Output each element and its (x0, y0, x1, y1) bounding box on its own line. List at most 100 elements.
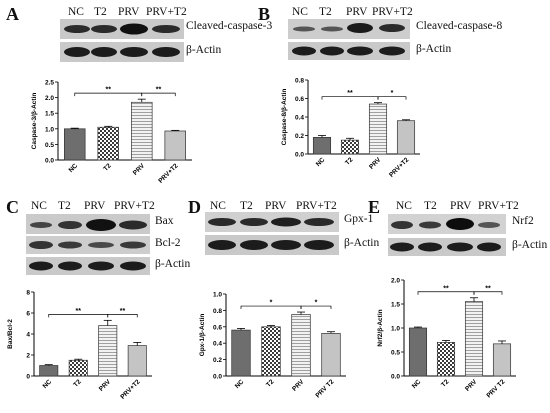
bar (396, 120, 416, 155)
y-axis-label: Caspase-8/β-Actin (281, 89, 288, 146)
bar (98, 325, 118, 377)
protein-label: Bax (155, 215, 174, 227)
protein-label: β-Actin (416, 43, 452, 55)
panel-e-letter: E (368, 197, 381, 217)
y-tick-label: 0.4 (295, 115, 304, 122)
y-tick-label: 0.2 (295, 133, 304, 140)
significance-bracket (377, 96, 407, 100)
blot-cleaved-caspase-8 (288, 19, 410, 39)
y-tick-label: 1.0 (213, 292, 222, 299)
x-tick-label: PRV (464, 378, 479, 393)
protein-label: Gpx-1 (344, 213, 374, 225)
protein-label: Cleaved-caspase-8 (416, 20, 503, 32)
bar-chart-d: 0.0 0.2 0.4 0.6 0.8 1.0 Gpx-1/β-Actin NC T2 PRV PR… (199, 292, 346, 399)
bar (492, 343, 512, 377)
protein-label: β-Actin (155, 258, 191, 270)
x-tick-label: NC (234, 378, 246, 390)
x-tick-label: NC (42, 378, 54, 390)
y-tick-label: 1.5 (391, 302, 400, 309)
significance-label: * (270, 300, 273, 307)
protein-label: Cleaved-caspase-3 (186, 20, 273, 32)
blot-nrf2 (388, 214, 506, 234)
blot-beta-actin (60, 42, 184, 62)
y-tick-label: 0 (26, 374, 30, 381)
lane-label: PRV (84, 200, 106, 212)
lane-label: T2 (424, 200, 437, 212)
y-tick-label: 0.2 (213, 357, 222, 364)
bar (291, 314, 311, 377)
blot-bcl-2 (26, 236, 150, 254)
x-tick-label: PRV T2 (485, 378, 506, 399)
protein-label: Nrf2 (512, 215, 534, 227)
bar (312, 136, 332, 155)
significance-label: ** (485, 285, 491, 292)
significance-label: ** (443, 285, 449, 292)
lane-label: PRV (118, 6, 140, 18)
significance-label: * (315, 300, 318, 307)
x-tick-label: PRV T2 (314, 378, 335, 399)
x-tick-label: T2 (440, 378, 451, 389)
lane-label: T2 (58, 200, 71, 212)
y-axis-label: Gpx-1/β-Actin (199, 314, 206, 357)
x-tick-label: PRV+T2 (119, 378, 142, 401)
lane-label: PRV (346, 6, 368, 18)
lane-label: PRV+T2 (146, 6, 187, 18)
bar (261, 326, 281, 377)
bar-chart-c: 0 2 4 6 8 Bax/Bcl-2 NC T2 PRV PRV+T2 ** ** (7, 290, 152, 401)
y-axis-label: Caspase-3/β-Actin (31, 93, 38, 150)
blot-beta-actin (388, 238, 506, 256)
significance-label: * (391, 90, 394, 97)
y-tick-label: 2 (26, 353, 30, 360)
y-axis-label: Nrf2/β-Actin (377, 309, 384, 346)
lane-label: PRV (450, 200, 472, 212)
significance-label: ** (76, 308, 82, 315)
bar-chart-a: 0.0 0.5 1.0 1.5 2.0 2.5 Caspase-3/β-Actin NC T2 P… (31, 80, 192, 185)
lane-label: PRV+T2 (478, 200, 519, 212)
x-tick-label: NC (68, 162, 80, 174)
lane-label: PRV (265, 200, 287, 212)
y-tick-label: 1.0 (45, 126, 54, 133)
x-tick-label: PRV (368, 156, 383, 171)
bar (340, 139, 360, 155)
blot-gpx-1 (205, 212, 339, 232)
blot-bax (26, 214, 150, 234)
bar (464, 301, 484, 377)
significance-label: ** (106, 87, 112, 94)
significance-label: ** (156, 87, 162, 94)
bar-chart-b: 0.0 0.2 0.4 0.6 0.8 Caspase-8/β-Actin NC T2 PRV P… (281, 78, 420, 179)
panel-a-letter: A (6, 4, 19, 24)
protein-label: β-Actin (512, 239, 548, 251)
x-tick-label: NC (411, 378, 423, 390)
y-tick-label: 1.5 (45, 111, 54, 118)
significance-bracket (141, 92, 176, 97)
panel-c-letter: C (6, 197, 19, 217)
y-tick-label: 0.8 (213, 308, 222, 315)
blot-beta-actin (288, 42, 410, 60)
x-tick-label: NC (315, 156, 327, 168)
bar (127, 345, 147, 377)
x-tick-label: T2 (344, 156, 355, 167)
y-tick-label: 0.5 (391, 350, 400, 357)
y-tick-label: 0.0 (45, 158, 54, 165)
bar (368, 103, 388, 155)
panel-b-letter: B (258, 4, 271, 24)
bar (436, 342, 456, 377)
y-tick-label: 1.0 (391, 326, 400, 333)
significance-bracket (473, 291, 503, 295)
x-tick-label: T2 (72, 378, 83, 389)
lane-label: PRV+T2 (114, 200, 155, 212)
significance-label: ** (120, 308, 126, 315)
bar (408, 327, 428, 377)
y-tick-label: 2.5 (45, 80, 54, 87)
blot-beta-actin (205, 235, 339, 255)
significance-label: ** (347, 90, 353, 97)
lane-label: NC (292, 6, 308, 18)
y-tick-label: 8 (26, 290, 30, 297)
lane-label: NC (210, 200, 226, 212)
lane-label: NC (68, 6, 84, 18)
bar (39, 365, 59, 377)
bar (64, 128, 86, 161)
bar (97, 126, 119, 161)
lane-label: PRV+T2 (372, 6, 413, 18)
